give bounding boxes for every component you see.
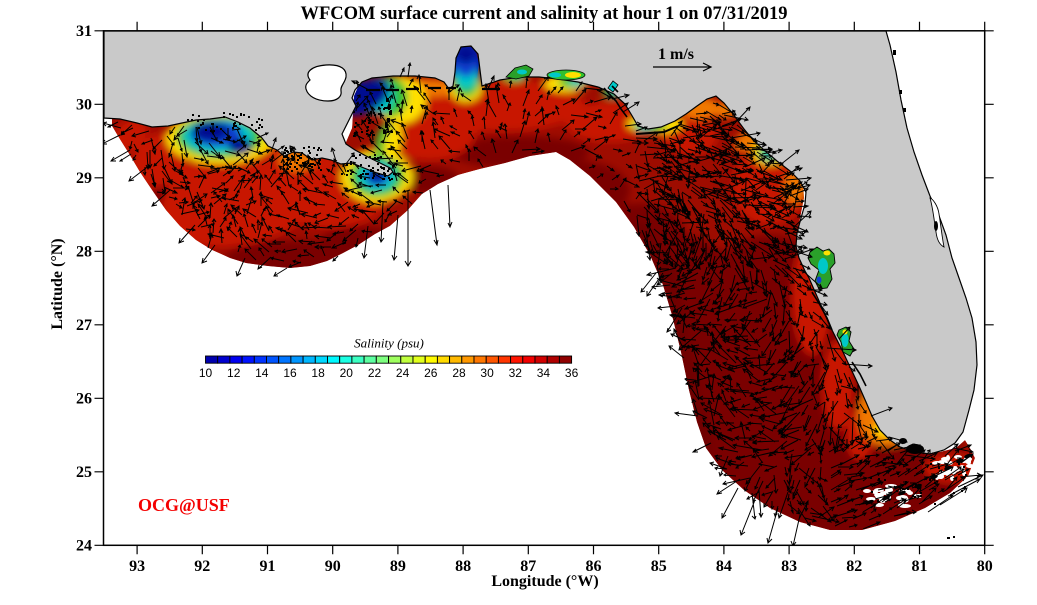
svg-text:1 m/s: 1 m/s	[658, 46, 694, 63]
svg-text:Latitude (°N): Latitude (°N)	[49, 238, 66, 329]
svg-text:86: 86	[586, 558, 602, 575]
svg-text:29: 29	[76, 170, 92, 187]
svg-text:28: 28	[452, 366, 466, 380]
svg-text:93: 93	[129, 558, 145, 575]
svg-text:25: 25	[76, 464, 92, 481]
svg-text:WFCOM surface current and sali: WFCOM surface current and salinity at ho…	[301, 4, 788, 24]
svg-text:85: 85	[651, 558, 667, 575]
svg-text:84: 84	[716, 558, 732, 575]
svg-text:Salinity (psu): Salinity (psu)	[354, 336, 424, 351]
svg-text:36: 36	[565, 366, 579, 380]
svg-text:32: 32	[509, 366, 523, 380]
svg-text:26: 26	[76, 390, 92, 407]
svg-text:18: 18	[311, 366, 325, 380]
svg-text:30: 30	[76, 96, 92, 113]
svg-text:14: 14	[255, 366, 269, 380]
svg-text:88: 88	[455, 558, 471, 575]
svg-text:22: 22	[368, 366, 382, 380]
svg-text:24: 24	[396, 366, 410, 380]
svg-text:80: 80	[977, 558, 993, 575]
svg-text:20: 20	[340, 366, 354, 380]
svg-text:87: 87	[520, 558, 536, 575]
svg-text:83: 83	[781, 558, 797, 575]
svg-text:10: 10	[199, 366, 213, 380]
svg-text:26: 26	[424, 366, 438, 380]
svg-text:Longitude (°W): Longitude (°W)	[491, 573, 598, 590]
svg-text:OCG@USF: OCG@USF	[138, 495, 230, 515]
svg-text:27: 27	[76, 317, 92, 334]
svg-text:90: 90	[325, 558, 341, 575]
svg-text:89: 89	[390, 558, 406, 575]
svg-text:24: 24	[76, 537, 92, 554]
svg-text:30: 30	[480, 366, 494, 380]
svg-text:81: 81	[912, 558, 928, 575]
svg-text:92: 92	[194, 558, 210, 575]
svg-text:91: 91	[260, 558, 276, 575]
svg-text:82: 82	[846, 558, 862, 575]
svg-text:31: 31	[76, 23, 92, 40]
svg-text:16: 16	[283, 366, 297, 380]
svg-text:12: 12	[227, 366, 241, 380]
svg-text:28: 28	[76, 243, 92, 260]
svg-text:34: 34	[537, 366, 551, 380]
